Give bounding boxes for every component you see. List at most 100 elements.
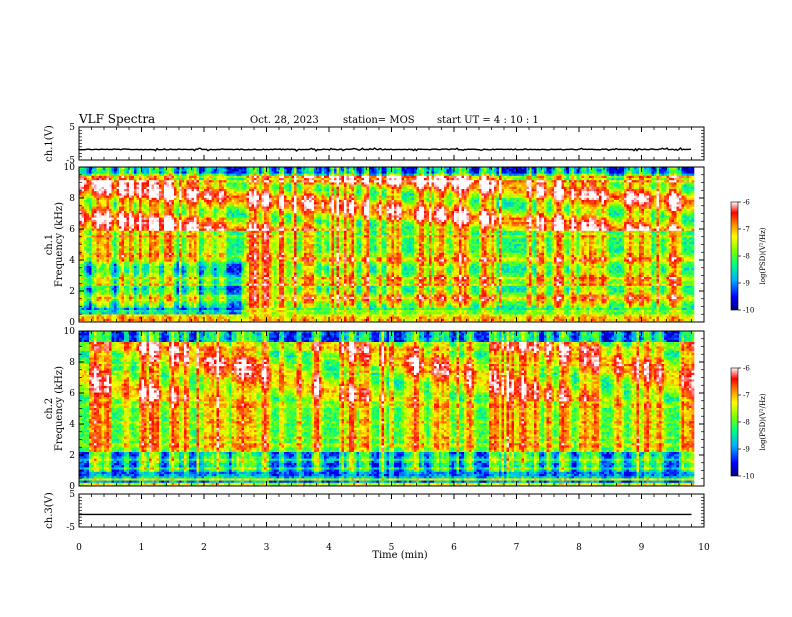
spectrogram-cell	[227, 218, 230, 221]
spectrogram-cell	[189, 270, 192, 273]
spectrogram-cell	[219, 174, 222, 177]
spectrogram-cell	[122, 189, 125, 192]
spectrogram-cell	[119, 270, 122, 273]
spectrogram-cell	[219, 299, 222, 302]
spectrogram-cell	[87, 317, 90, 320]
spectrogram-cell	[112, 196, 115, 199]
spectrogram-cell	[182, 310, 185, 313]
spectrogram-cell	[89, 284, 92, 287]
spectrogram-cell	[122, 319, 125, 322]
spectrogram-cell	[214, 297, 217, 300]
spectrogram-cell	[212, 275, 215, 278]
spectrogram-cell	[127, 279, 130, 282]
spectrogram-cell	[147, 273, 150, 276]
spectrogram-cell	[207, 259, 210, 262]
spectrogram-cell	[99, 191, 102, 194]
spectrogram-cell	[177, 244, 180, 247]
spectrogram-cell	[167, 281, 170, 284]
spectrogram-cell	[212, 290, 215, 293]
spectrogram-cell	[222, 317, 225, 320]
spectrogram-cell	[102, 281, 105, 284]
spectrogram-cell	[207, 240, 210, 243]
spectrogram-cell	[139, 248, 142, 251]
spectrogram-cell	[104, 198, 107, 201]
spectrogram-cell	[107, 215, 110, 218]
spectrogram-cell	[232, 244, 235, 247]
spectrogram-cell	[184, 292, 187, 295]
spectrogram-cell	[144, 209, 147, 212]
spectrogram-cell	[189, 268, 192, 271]
spectrogram-cell	[89, 279, 92, 282]
spectrogram-cell	[184, 312, 187, 315]
spectrogram-cell	[154, 310, 157, 313]
spectrogram-cell	[244, 251, 247, 254]
spectrogram-cell	[217, 303, 220, 306]
spectrogram-cell	[224, 295, 227, 298]
spectrogram-cell	[162, 262, 165, 265]
spectrogram-cell	[154, 259, 157, 262]
spectrogram-cell	[109, 229, 112, 232]
spectrogram-cell	[162, 222, 165, 225]
spectrogram-cell	[152, 270, 155, 273]
spectrogram-cell	[87, 286, 90, 289]
spectrogram-cell	[162, 253, 165, 256]
spectrogram-cell	[117, 218, 120, 221]
spectrogram-cell	[237, 174, 240, 177]
spectrogram-cell	[107, 281, 110, 284]
spectrogram-cell	[147, 303, 150, 306]
spectrogram-cell	[102, 310, 105, 313]
spectrogram-cell	[192, 198, 195, 201]
spectrogram-cell	[172, 290, 175, 293]
spectrogram-cell	[242, 248, 245, 251]
spectrogram-cell	[144, 176, 147, 179]
spectrogram-cell	[192, 174, 195, 177]
spectrogram-cell	[129, 303, 132, 306]
spectrogram-cell	[204, 209, 207, 212]
spectrogram-cell	[117, 213, 120, 216]
spectrogram-cell	[234, 277, 237, 280]
spectrogram-cell	[212, 281, 215, 284]
spectrogram-cell	[144, 224, 147, 227]
spectrogram-cell	[142, 292, 145, 295]
spectrogram-cell	[142, 198, 145, 201]
spectrogram-cell	[152, 312, 155, 315]
spectrogram-cell	[222, 277, 225, 280]
spectrogram-cell	[132, 176, 135, 179]
spectrogram-cell	[157, 244, 160, 247]
spectrogram-cell	[109, 176, 112, 179]
spectrogram-cell	[209, 292, 212, 295]
spectrogram-cell	[84, 231, 87, 234]
spectrogram-cell	[239, 224, 242, 227]
spectrogram-cell	[137, 215, 140, 218]
spectrogram-cell	[122, 202, 125, 205]
spectrogram-cell	[214, 189, 217, 192]
spectrogram-cell	[129, 317, 132, 320]
spectrogram-cell	[177, 284, 180, 287]
spectrogram-cell	[214, 266, 217, 269]
spectrogram-cell	[202, 292, 205, 295]
spectrogram-cell	[249, 178, 252, 181]
spectrogram-cell	[207, 185, 210, 188]
spectrogram-cell	[217, 281, 220, 284]
spectrogram-cell	[217, 237, 220, 240]
spectrogram-cell	[222, 286, 225, 289]
spectrogram-cell	[182, 215, 185, 218]
spectrogram-cell	[227, 281, 230, 284]
spectrogram-cell	[227, 202, 230, 205]
spectrogram-cell	[167, 174, 170, 177]
spectrogram-cell	[192, 171, 195, 174]
spectrogram-cell	[159, 220, 162, 223]
spectrogram-cell	[164, 233, 167, 236]
spectrogram-cell	[97, 286, 100, 289]
spectrogram-cell	[87, 215, 90, 218]
spectrogram-cell	[84, 176, 87, 179]
spectrogram-cell	[142, 246, 145, 249]
spectrogram-cell	[94, 317, 97, 320]
spectrogram-cell	[232, 317, 235, 320]
spectrogram-cell	[234, 218, 237, 221]
spectrogram-cell	[184, 224, 187, 227]
spectrogram-cell	[82, 215, 85, 218]
spectrogram-cell	[124, 273, 127, 276]
spectrogram-cell	[154, 204, 157, 207]
spectrogram-cell	[229, 242, 232, 245]
